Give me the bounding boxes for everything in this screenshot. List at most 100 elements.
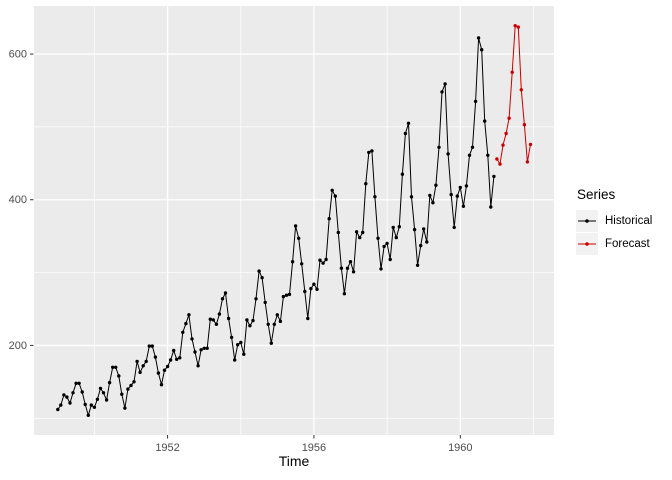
data-point-historical	[62, 393, 66, 397]
data-point-historical	[263, 300, 267, 305]
data-point-historical	[400, 172, 405, 176]
data-point-historical	[406, 121, 411, 126]
data-point-historical	[486, 153, 490, 157]
data-point-forecast	[498, 162, 502, 166]
data-point-historical	[287, 292, 292, 297]
data-point-historical	[107, 380, 112, 385]
data-point-historical	[351, 270, 356, 274]
data-point-historical	[336, 230, 340, 235]
data-point-historical	[56, 407, 60, 412]
data-point-historical	[367, 150, 371, 155]
data-point-historical	[443, 82, 447, 86]
data-point-historical	[260, 276, 264, 280]
data-point-historical	[236, 343, 240, 347]
data-point-historical	[419, 243, 423, 248]
data-point-historical	[327, 217, 331, 221]
data-point-forecast	[495, 157, 499, 161]
data-point-historical	[74, 381, 78, 385]
data-point-historical	[306, 316, 310, 321]
data-point-historical	[132, 380, 136, 384]
data-point-historical	[449, 192, 453, 197]
data-point-historical	[193, 350, 197, 354]
data-point-historical	[361, 230, 365, 235]
data-point-historical	[196, 364, 200, 368]
data-point-historical	[358, 235, 362, 240]
data-point-historical	[175, 357, 179, 361]
data-point-historical	[92, 405, 97, 409]
data-point-historical	[168, 358, 173, 362]
data-point-forecast	[501, 143, 505, 147]
data-point-historical	[257, 269, 261, 273]
data-point-historical	[309, 286, 313, 291]
axis-tick-labels: 1952 1956 1960 200 400 600	[9, 49, 473, 454]
data-point-historical	[312, 282, 316, 286]
data-point-historical	[345, 266, 350, 270]
data-point-historical	[114, 365, 118, 369]
data-point-historical	[159, 383, 164, 387]
data-point-historical	[80, 390, 84, 394]
legend-entry-forecast: Forecast	[576, 232, 652, 255]
data-point-historical	[412, 227, 417, 232]
legend-point	[585, 218, 589, 223]
data-point-historical	[226, 316, 231, 321]
x-tick-label: 1956	[302, 442, 326, 454]
data-point-historical	[293, 224, 298, 228]
data-point-historical	[135, 359, 139, 364]
data-point-historical	[431, 201, 435, 205]
data-point-historical	[205, 346, 209, 350]
data-point-forecast	[519, 88, 523, 92]
data-point-historical	[397, 225, 401, 229]
data-point-historical	[71, 391, 75, 395]
data-point-historical	[117, 374, 121, 378]
data-point-historical	[434, 183, 438, 187]
data-point-historical	[409, 195, 414, 199]
data-point-historical	[388, 257, 392, 262]
series-line-forecast	[496, 25, 531, 165]
x-tick-label: 1960	[448, 442, 472, 454]
data-point-historical	[251, 318, 255, 323]
data-point-historical	[394, 235, 398, 240]
data-point-historical	[440, 90, 444, 94]
data-point-historical	[223, 291, 228, 295]
data-point-historical	[65, 395, 69, 399]
data-point-historical	[98, 386, 103, 391]
data-point-historical	[333, 194, 337, 198]
data-point-historical	[376, 236, 380, 240]
data-point-historical	[382, 244, 386, 249]
y-tick-label: 600	[9, 49, 27, 61]
data-point-historical	[272, 322, 276, 326]
data-point-historical	[373, 195, 377, 199]
data-point-historical	[492, 174, 496, 179]
legend-point	[585, 241, 589, 246]
data-point-historical	[269, 341, 273, 345]
data-point-historical	[220, 297, 225, 301]
data-point-historical	[297, 236, 301, 240]
data-point-historical	[464, 184, 469, 188]
data-point-historical	[315, 287, 319, 291]
data-point-historical	[214, 322, 219, 326]
plot-panel	[34, 6, 554, 435]
minor-gridlines	[34, 6, 554, 435]
data-point-historical	[126, 387, 130, 391]
data-point-historical	[391, 225, 395, 230]
data-point-historical	[284, 293, 289, 297]
data-point-historical	[211, 318, 215, 322]
data-point-historical	[437, 145, 441, 149]
data-point-historical	[86, 413, 91, 417]
y-tick-label: 400	[9, 194, 27, 206]
data-point-historical	[425, 240, 429, 244]
data-point-historical	[245, 318, 249, 322]
data-point-historical	[242, 352, 246, 356]
forecast-key-glyph-icon	[578, 241, 596, 246]
data-point-forecast	[516, 25, 520, 29]
data-point-historical	[172, 348, 176, 353]
data-point-historical	[178, 356, 182, 360]
data-point-historical	[275, 313, 279, 317]
data-point-historical	[184, 321, 188, 326]
legend-label: Historical	[605, 214, 653, 227]
data-point-forecast	[528, 142, 533, 147]
data-point-historical	[89, 403, 94, 407]
data-point-historical	[422, 227, 426, 231]
x-tick-label: 1952	[155, 442, 179, 454]
y-tick-label: 200	[9, 340, 27, 352]
